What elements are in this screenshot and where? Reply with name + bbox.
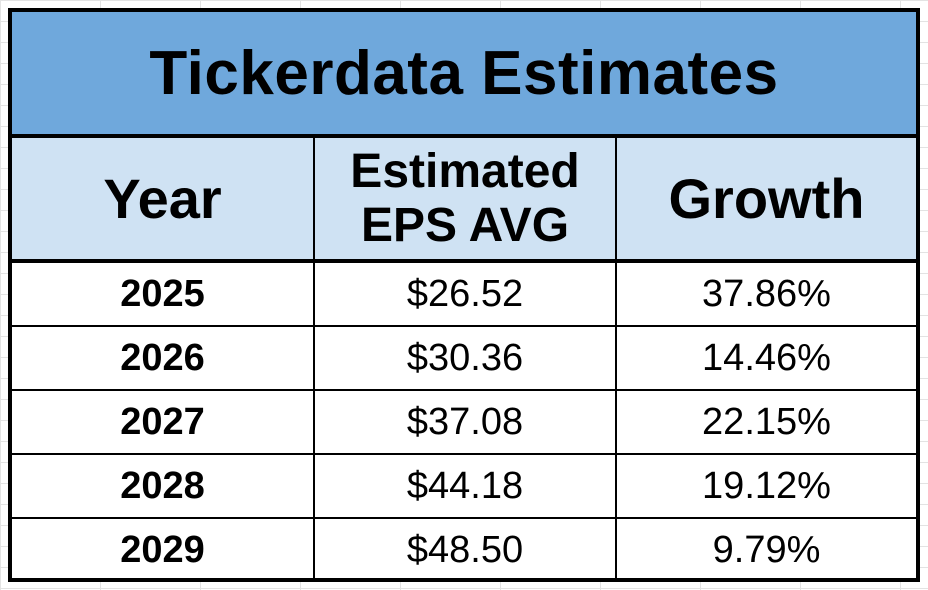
growth-cell: 9.79% bbox=[615, 517, 916, 581]
table-row: 2028 $44.18 19.12% bbox=[12, 453, 916, 519]
year-cell: 2025 bbox=[12, 260, 315, 327]
growth-cell: 37.86% bbox=[615, 260, 916, 327]
eps-cell: $48.50 bbox=[313, 517, 617, 581]
eps-cell: $37.08 bbox=[313, 389, 617, 455]
growth-cell: 19.12% bbox=[615, 453, 916, 519]
eps-cell: $44.18 bbox=[313, 453, 617, 519]
header-eps-line1: Estimated bbox=[350, 144, 580, 198]
header-eps-line2: EPS AVG bbox=[360, 198, 570, 252]
growth-cell: 22.15% bbox=[615, 389, 916, 455]
table-row: 2027 $37.08 22.15% bbox=[12, 389, 916, 455]
eps-cell: $26.52 bbox=[313, 260, 617, 327]
growth-cell: 14.46% bbox=[615, 325, 916, 391]
year-cell: 2026 bbox=[12, 325, 315, 391]
estimates-table: Year Estimated EPS AVG Growth 2025 $26.5… bbox=[12, 138, 916, 581]
table-row: 2029 $48.50 9.79% bbox=[12, 517, 916, 581]
header-estimated-eps: Estimated EPS AVG bbox=[313, 138, 617, 263]
estimates-table-frame: Tickerdata Estimates Year Estimated EPS … bbox=[8, 8, 920, 582]
table-title: Tickerdata Estimates bbox=[12, 12, 916, 138]
header-row: Year Estimated EPS AVG Growth bbox=[12, 138, 916, 263]
year-cell: 2029 bbox=[12, 517, 315, 581]
year-cell: 2028 bbox=[12, 453, 315, 519]
header-year: Year bbox=[12, 138, 315, 263]
eps-cell: $30.36 bbox=[313, 325, 617, 391]
header-growth: Growth bbox=[615, 138, 916, 263]
table-row: 2025 $26.52 37.86% bbox=[12, 260, 916, 327]
year-cell: 2027 bbox=[12, 389, 315, 455]
table-row: 2026 $30.36 14.46% bbox=[12, 325, 916, 391]
